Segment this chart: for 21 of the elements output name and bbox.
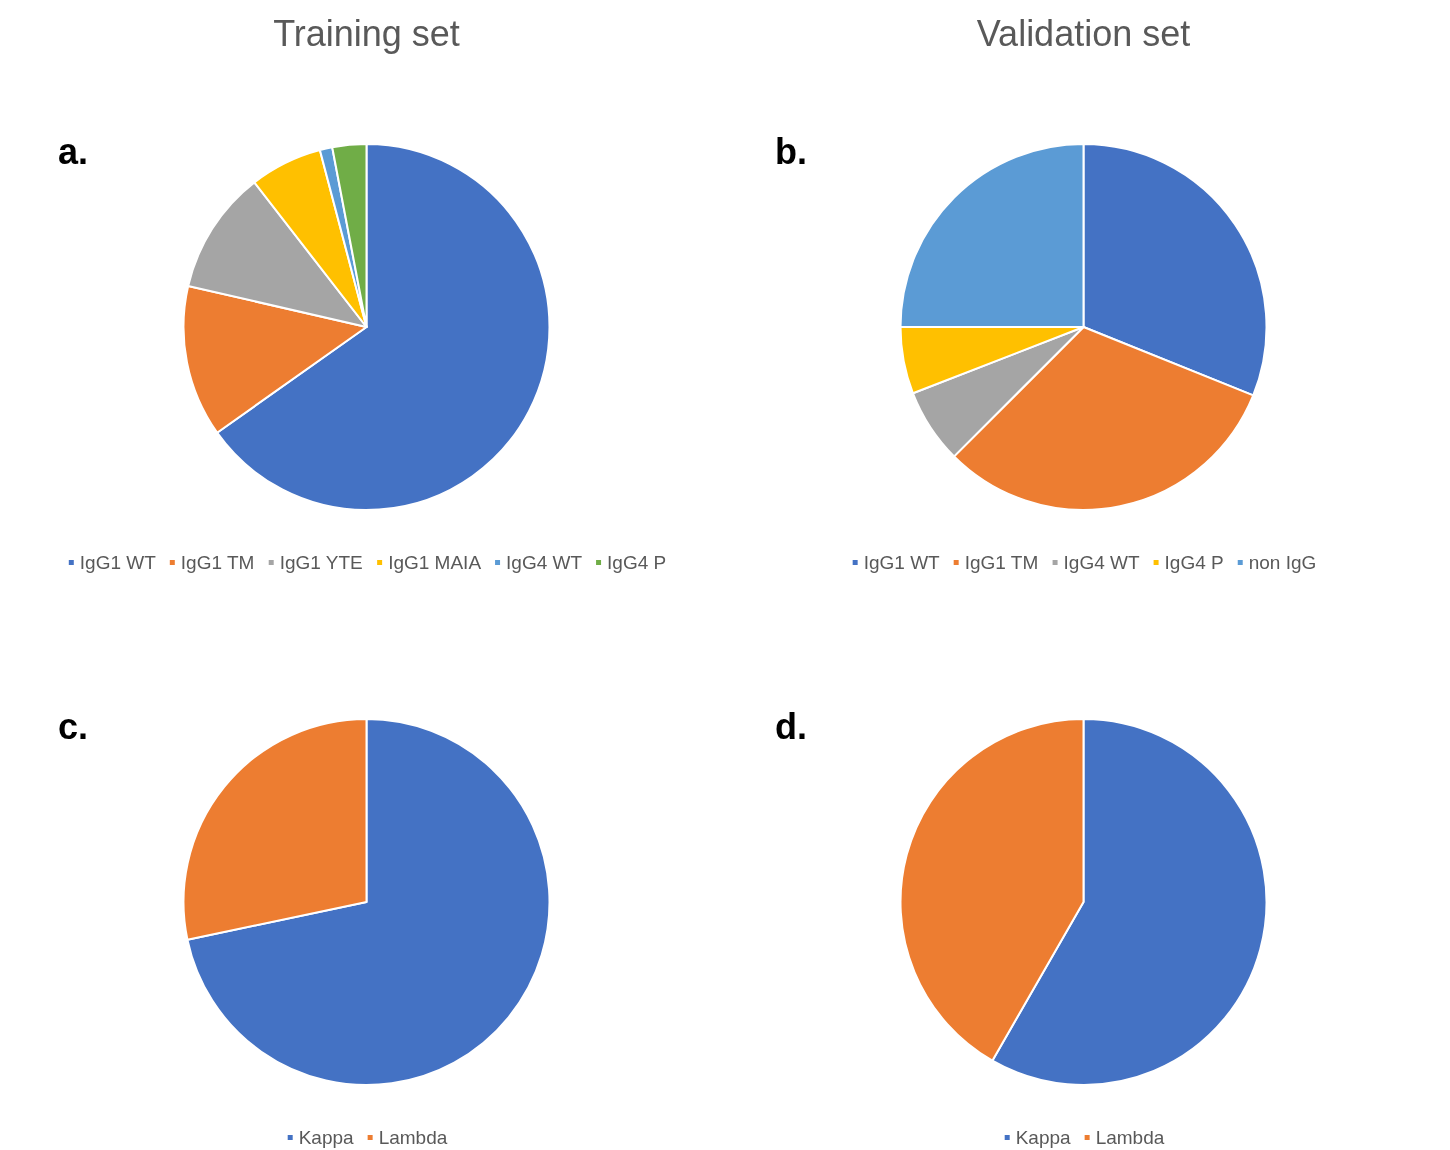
legend-label: IgG4 P	[1164, 552, 1224, 573]
legend-label: Kappa	[298, 1127, 355, 1148]
legend-label: non IgG	[1248, 552, 1317, 573]
chart-title: Training set	[273, 12, 460, 54]
legend-label: Kappa	[1015, 1127, 1072, 1148]
legend-label: IgG1 YTE	[279, 552, 363, 573]
legend-label: IgG1 WT	[79, 552, 157, 573]
text: c.	[58, 705, 89, 747]
legend-label: IgG1 MAIA	[388, 552, 482, 573]
text: b.	[775, 130, 807, 172]
chart-title: Validation set	[976, 12, 1191, 54]
legend-label: IgG4 P	[607, 552, 667, 573]
text: d.	[775, 705, 807, 747]
text: a.	[58, 130, 89, 172]
legend-label: IgG4 WT	[1063, 552, 1140, 573]
legend-label: IgG1 WT	[863, 552, 941, 573]
legend-label: Lambda	[1095, 1127, 1165, 1148]
legend-label: IgG1 TM	[964, 552, 1039, 573]
legend-label: IgG1 TM	[180, 552, 255, 573]
legend-label: Lambda	[378, 1127, 448, 1148]
legend-label: IgG4 WT	[506, 552, 583, 573]
